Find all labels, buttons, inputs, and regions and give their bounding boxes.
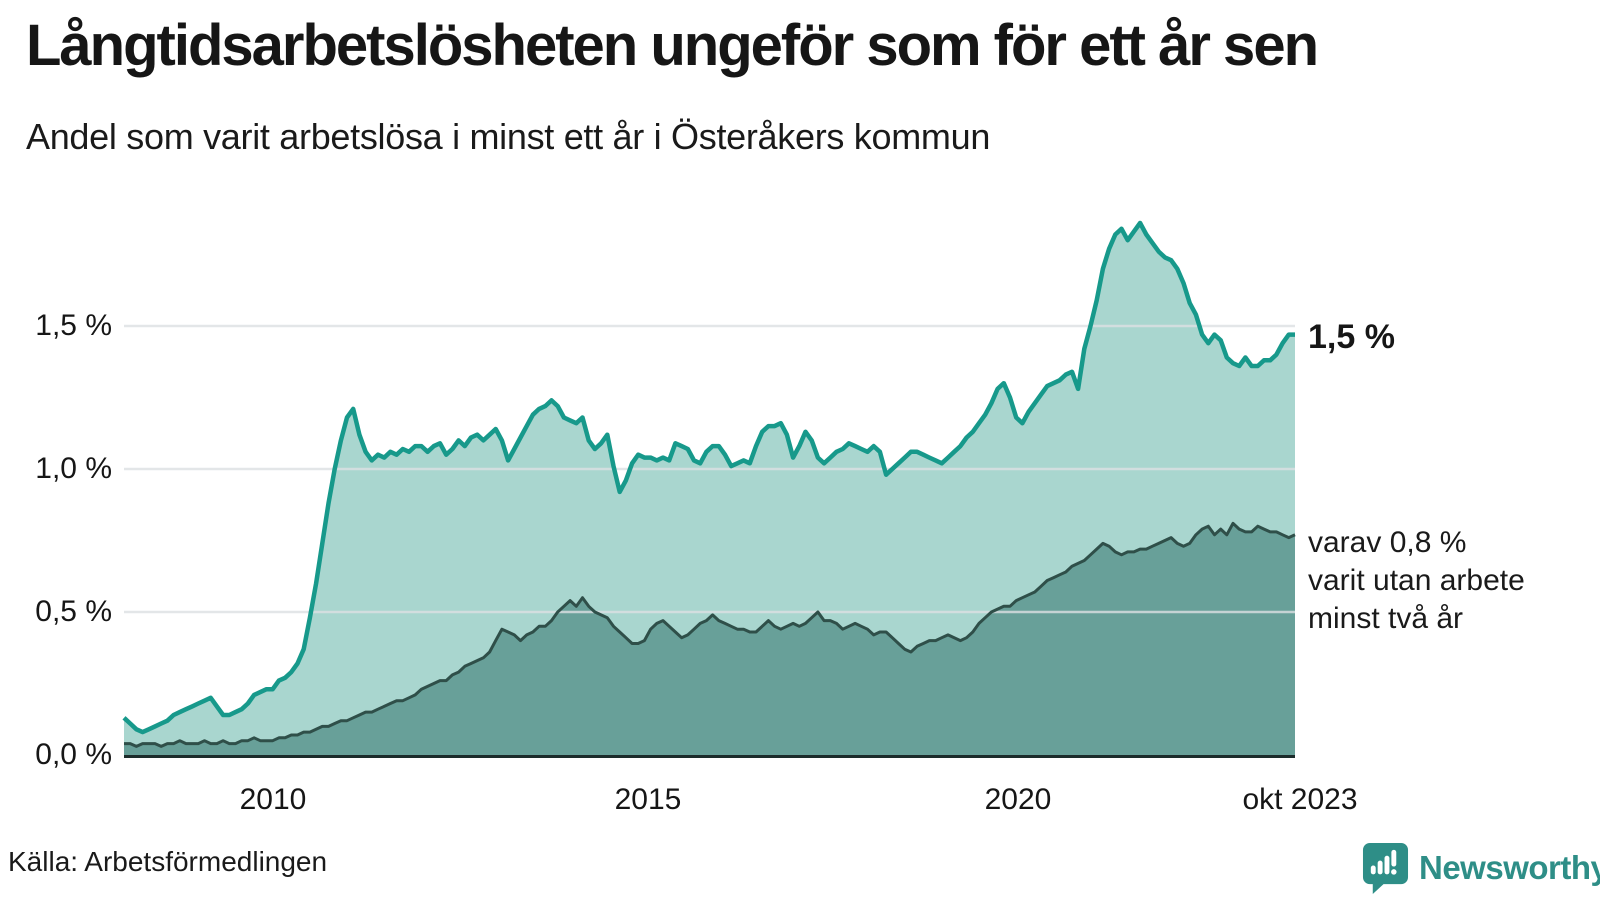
two-year-note: varav 0,8 % varit utan arbete minst två … bbox=[1308, 524, 1525, 638]
line-two-year bbox=[124, 521, 1296, 748]
x-axis-tick-2015: 2015 bbox=[614, 783, 682, 816]
x-axis-tick-2010: 2010 bbox=[239, 783, 307, 816]
two-year-note-line2: varit utan arbete bbox=[1308, 564, 1525, 597]
newsworthy-logo: Newsworthy bbox=[1362, 842, 1600, 894]
page-title: Långtidsarbetslösheten ungeför som för e… bbox=[26, 13, 1319, 78]
y-axis-tick-1-5: 1,5 % bbox=[35, 309, 112, 342]
y-axis-tick-0-0: 0,0 % bbox=[35, 738, 112, 771]
source-caption: Källa: Arbetsförmedlingen bbox=[8, 846, 328, 877]
logo-bars bbox=[1370, 849, 1397, 875]
newsworthy-logo-text: Newsworthy bbox=[1419, 849, 1600, 886]
y-axis-tick-1-0: 1,0 % bbox=[35, 452, 112, 485]
newsworthy-logo-icon bbox=[1362, 843, 1409, 894]
x-axis-tick-okt-2023: okt 2023 bbox=[1242, 783, 1358, 816]
page-subtitle: Andel som varit arbetslösa i minst ett å… bbox=[26, 116, 991, 157]
latest-value-label: 1,5 % bbox=[1308, 318, 1395, 356]
x-axis-tick-2020: 2020 bbox=[984, 783, 1052, 816]
two-year-note-line3: minst två år bbox=[1308, 602, 1464, 635]
area-two-year bbox=[124, 523, 1295, 755]
y-axis-tick-0-5: 0,5 % bbox=[35, 595, 112, 628]
line-one-year bbox=[122, 220, 1295, 735]
two-year-note-line1: varav 0,8 % bbox=[1308, 526, 1467, 559]
